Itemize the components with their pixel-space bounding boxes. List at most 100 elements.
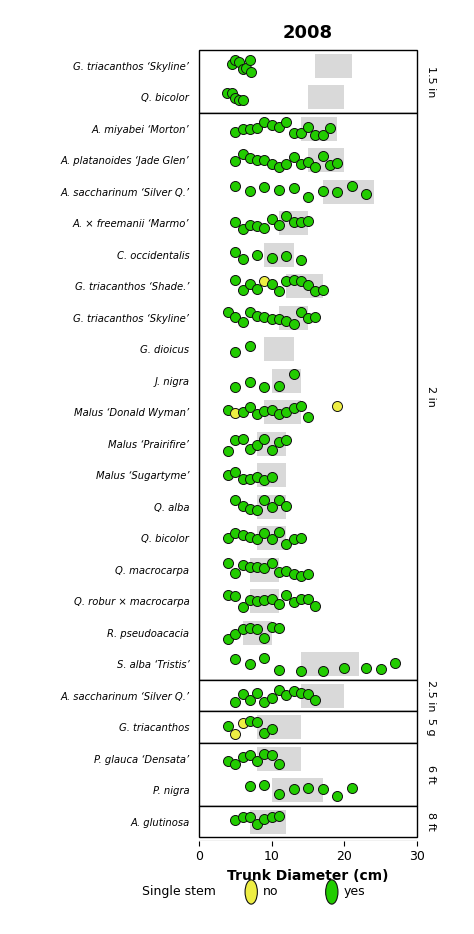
Point [275, 809, 283, 824]
Point [232, 589, 239, 604]
Point [290, 181, 297, 196]
Point [261, 220, 268, 235]
Bar [264, 337, 293, 361]
Point [232, 309, 239, 324]
Point [239, 315, 246, 330]
Text: no: no [263, 885, 279, 899]
Point [246, 779, 254, 794]
Point [283, 687, 290, 702]
Point [232, 272, 239, 287]
Point [232, 153, 239, 168]
Point [275, 218, 283, 233]
Point [304, 154, 312, 169]
Bar [257, 746, 301, 771]
Bar [323, 179, 374, 204]
Text: yes: yes [344, 885, 365, 899]
Point [246, 693, 254, 708]
Point [254, 152, 261, 167]
Point [246, 472, 254, 487]
Point [283, 209, 290, 224]
Point [246, 53, 254, 68]
Point [333, 788, 341, 803]
Point [243, 61, 250, 76]
Point [232, 652, 239, 667]
Point [275, 597, 283, 612]
Point [232, 124, 239, 139]
Point [311, 284, 319, 299]
Point [246, 621, 254, 636]
Point [235, 92, 243, 107]
Point [254, 622, 261, 637]
Point [232, 813, 239, 828]
Point [297, 686, 305, 700]
Point [239, 498, 246, 513]
Point [261, 274, 268, 289]
Point [224, 468, 232, 483]
Point [297, 592, 305, 607]
Point [268, 250, 275, 265]
Point [239, 686, 246, 701]
Point [261, 726, 268, 741]
Point [275, 378, 283, 393]
Point [254, 248, 261, 263]
Point [297, 531, 305, 545]
Point [275, 663, 283, 678]
Point [341, 660, 348, 675]
Point [333, 399, 341, 414]
Point [261, 811, 268, 826]
Point [290, 566, 297, 581]
Bar [301, 117, 337, 141]
Point [297, 253, 305, 268]
Point [261, 403, 268, 418]
Bar [257, 526, 286, 550]
Point [275, 525, 283, 540]
Bar [257, 463, 286, 488]
Point [246, 218, 254, 233]
Point [254, 686, 261, 700]
Point [290, 150, 297, 165]
Point [297, 304, 305, 319]
Point [235, 54, 243, 69]
Point [268, 470, 275, 485]
Point [239, 147, 246, 162]
Point [232, 695, 239, 710]
Point [261, 695, 268, 710]
Point [239, 810, 246, 825]
Point [254, 281, 261, 296]
Point [304, 686, 312, 701]
Point [239, 715, 246, 730]
Point [246, 121, 254, 136]
Point [224, 754, 232, 769]
Point [268, 156, 275, 171]
Point [304, 120, 312, 134]
Point [224, 631, 232, 646]
Bar [308, 149, 345, 172]
Point [261, 152, 268, 167]
Point [246, 657, 254, 672]
Bar [199, 806, 417, 838]
Point [261, 114, 268, 129]
Text: 2.5 in: 2.5 in [426, 680, 436, 712]
Point [275, 311, 283, 326]
Point [246, 276, 254, 291]
Point [261, 472, 268, 487]
Point [261, 560, 268, 575]
Point [261, 493, 268, 508]
Point [311, 309, 319, 324]
Point [254, 754, 261, 769]
Bar [286, 275, 323, 298]
Point [268, 403, 275, 417]
Bar [199, 743, 417, 806]
Point [232, 432, 239, 447]
Point [239, 472, 246, 487]
Point [224, 587, 232, 602]
Point [224, 403, 232, 417]
Point [232, 90, 239, 105]
Point [268, 500, 275, 515]
Point [319, 663, 327, 678]
Point [283, 537, 290, 552]
Bar [315, 53, 352, 78]
Point [246, 530, 254, 545]
Point [224, 718, 232, 733]
Point [228, 86, 236, 101]
